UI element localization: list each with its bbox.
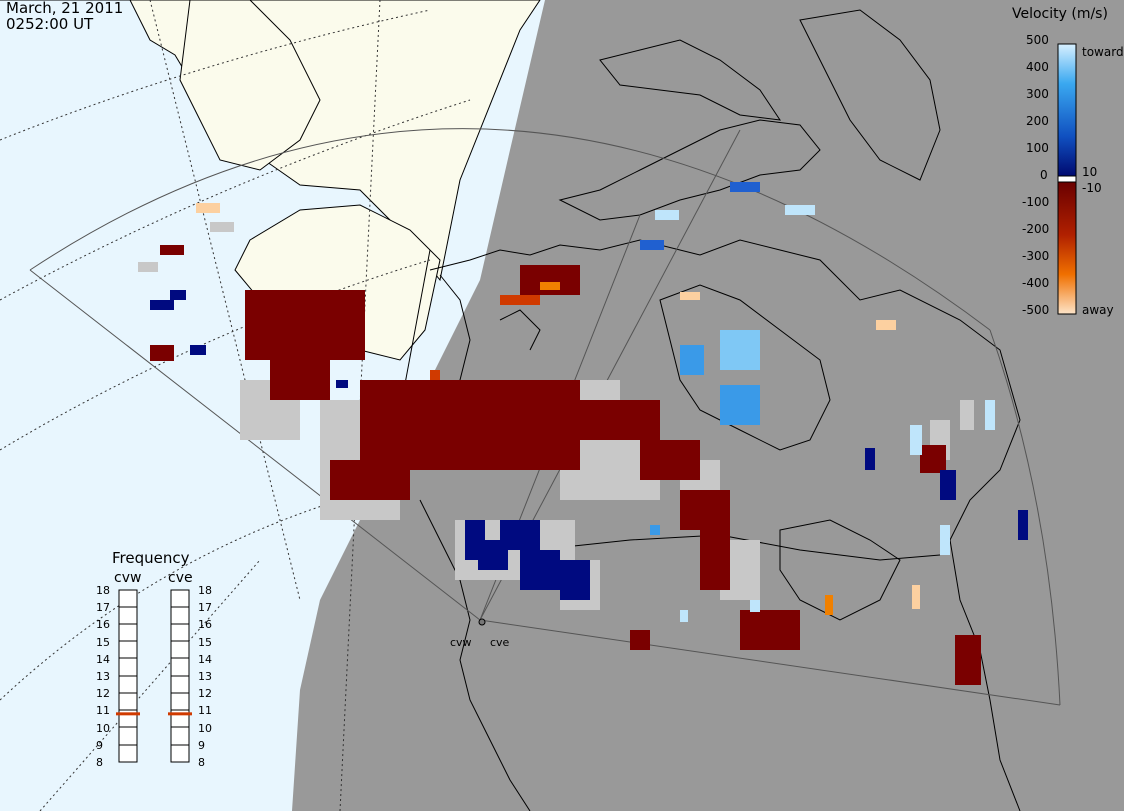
freq-tick-left: 14 — [96, 652, 110, 666]
freq-tick-left: 13 — [96, 670, 110, 683]
freq-tick-left: 9 — [96, 738, 103, 752]
cb-tick-0: 0 — [1040, 168, 1048, 182]
cb-tick-100: 100 — [1026, 141, 1049, 155]
freq-tick-left: 15 — [96, 635, 110, 649]
freq-tick-right: 9 — [198, 738, 205, 752]
freq-tick-left: 12 — [96, 687, 110, 701]
cb-tick-400: 400 — [1026, 60, 1049, 74]
cb-tick-neg400: -400 — [1022, 276, 1050, 290]
cb-label-toward: toward — [1082, 45, 1124, 59]
cb-tick-200: 200 — [1026, 114, 1049, 128]
cb-tick-neg300: -300 — [1022, 249, 1050, 263]
freq-tick-right: 10 — [198, 721, 212, 735]
freq-tick-left: 10 — [96, 721, 110, 735]
frequency-title: Frequency — [112, 549, 190, 567]
freq-tick-right: 11 — [198, 704, 212, 718]
freq-radar-label-cve: cve — [168, 570, 193, 586]
coastlines — [419, 9, 1021, 811]
freq-radar-label-cvw: cvw — [114, 570, 142, 586]
daylit-land — [0, 0, 541, 361]
cb-tick-300: 300 — [1026, 87, 1049, 101]
radar-label-cve: cve — [490, 636, 510, 649]
frequency-bars — [118, 589, 190, 763]
cb-tick-neg500: -500 — [1022, 303, 1050, 317]
freq-tick-right: 15 — [198, 635, 212, 649]
freq-tick-right: 14 — [198, 652, 212, 666]
freq-tick-left: 18 — [96, 584, 110, 597]
freq-tick-left: 8 — [96, 756, 103, 769]
freq-tick-left: 16 — [96, 618, 110, 632]
radar-site-marker — [478, 618, 486, 626]
frequency-marker-cve — [168, 712, 192, 716]
freq-tick-right: 17 — [198, 601, 212, 615]
velocity-colorbar — [1057, 43, 1077, 315]
cb-inner-tick-neg10: -10 — [1082, 181, 1102, 195]
date-label: March, 21 2011 — [6, 0, 124, 17]
cb-tick-neg100: -100 — [1022, 195, 1050, 209]
velocity-away-light — [196, 203, 920, 615]
freq-tick-right: 13 — [198, 670, 212, 683]
radar-label-cvw: cvw — [450, 636, 472, 649]
cb-label-away: away — [1082, 303, 1114, 317]
velocity-toward-dark — [150, 290, 1028, 600]
freq-tick-right: 18 — [198, 584, 212, 597]
cb-inner-tick-10: 10 — [1082, 165, 1098, 179]
field-of-view — [29, 128, 1061, 706]
freq-tick-left: 17 — [96, 601, 110, 615]
freq-tick-right: 16 — [198, 618, 212, 632]
freq-tick-right: 12 — [198, 687, 212, 701]
freq-tick-left: 11 — [96, 704, 110, 718]
colorbar-title: Velocity (m/s) — [1012, 6, 1108, 22]
time-label: 0252:00 UT — [6, 15, 94, 33]
velocity-toward-light — [640, 182, 995, 622]
velocity-away-dark — [150, 245, 981, 685]
frequency-marker-cvw — [116, 712, 140, 716]
cb-tick-neg200: -200 — [1022, 222, 1050, 236]
frequency-markers — [116, 712, 192, 716]
freq-tick-right: 8 — [198, 756, 205, 769]
cb-tick-500: 500 — [1026, 33, 1049, 47]
